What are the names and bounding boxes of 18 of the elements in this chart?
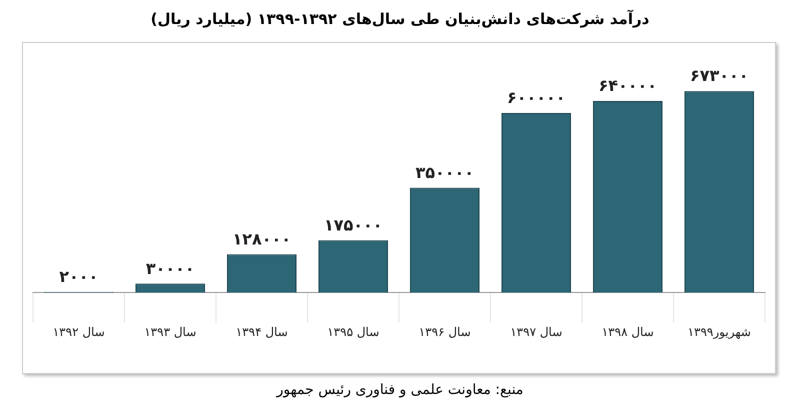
data-label: ۶۰۰۰۰۰ (506, 88, 566, 108)
data-label: ۱۲۸۰۰۰ (232, 229, 292, 248)
x-tick-label: شهریور۱۳۹۹ (688, 324, 751, 339)
data-label: ۱۷۵۰۰۰ (324, 215, 383, 234)
x-tick-label: سال ۱۳۹۸ (602, 324, 654, 339)
x-tick-label: سال ۱۳۹۷ (510, 324, 562, 339)
x-tick-label: سال ۱۳۹۵ (327, 324, 380, 339)
x-tick-label: سال ۱۳۹۲ (52, 324, 105, 339)
data-label: ۶۴۰۰۰۰ (598, 76, 658, 96)
chart-title: درآمد شرکت‌های دانش‌بنیان طی سال‌های ۱۳۹۲-۱۳۹۹ (میلیارد ریال) (150, 10, 650, 28)
data-label: ۲۰۰۰ (59, 267, 98, 286)
text: منبع: معاونت علمی و فناوری رئیس جمهور (275, 382, 524, 398)
x-tick-label: سال ۱۳۹۴ (236, 324, 288, 339)
data-label: ۶۷۳۰۰۰ (690, 66, 749, 86)
data-label: ۳۰۰۰۰ (146, 258, 195, 278)
x-tick-label: سال ۱۳۹۳ (144, 324, 196, 339)
x-tick-label: سال ۱۳۹۶ (418, 324, 471, 339)
data-label: ۳۵۰۰۰۰ (415, 162, 474, 182)
